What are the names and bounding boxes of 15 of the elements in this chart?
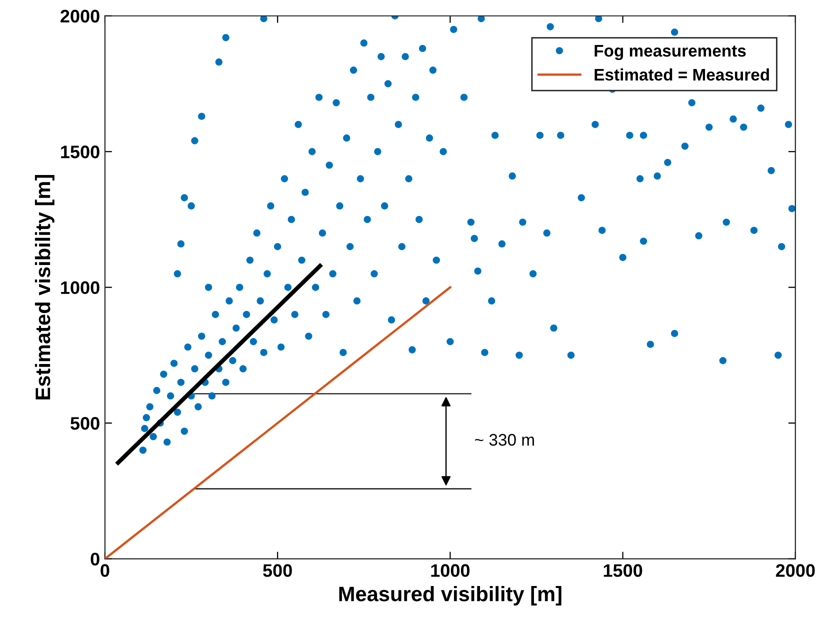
x-axis-title: Measured visibility [m]	[339, 586, 562, 606]
legend-label: Fog measurements	[594, 45, 746, 60]
annotation: ~ 330 m	[475, 434, 534, 446]
x-tick-label: 1500	[604, 564, 642, 577]
y-axis-title: Estimated visibility [m]	[34, 175, 54, 400]
y-tick-label: 2000	[60, 10, 100, 23]
legend-label: Estimated = Measured	[594, 68, 769, 81]
y-tick-label: 0	[90, 552, 100, 566]
x-tick-label: 2000	[776, 564, 815, 577]
y-tick-label: 500	[70, 417, 100, 430]
x-tick-label: 0	[100, 564, 110, 577]
x-tick-label: 1000	[431, 564, 470, 577]
y-tick-label: 1500	[61, 146, 100, 158]
y-tick-label: 1000	[61, 281, 100, 294]
x-tick-label: 500	[263, 564, 292, 577]
